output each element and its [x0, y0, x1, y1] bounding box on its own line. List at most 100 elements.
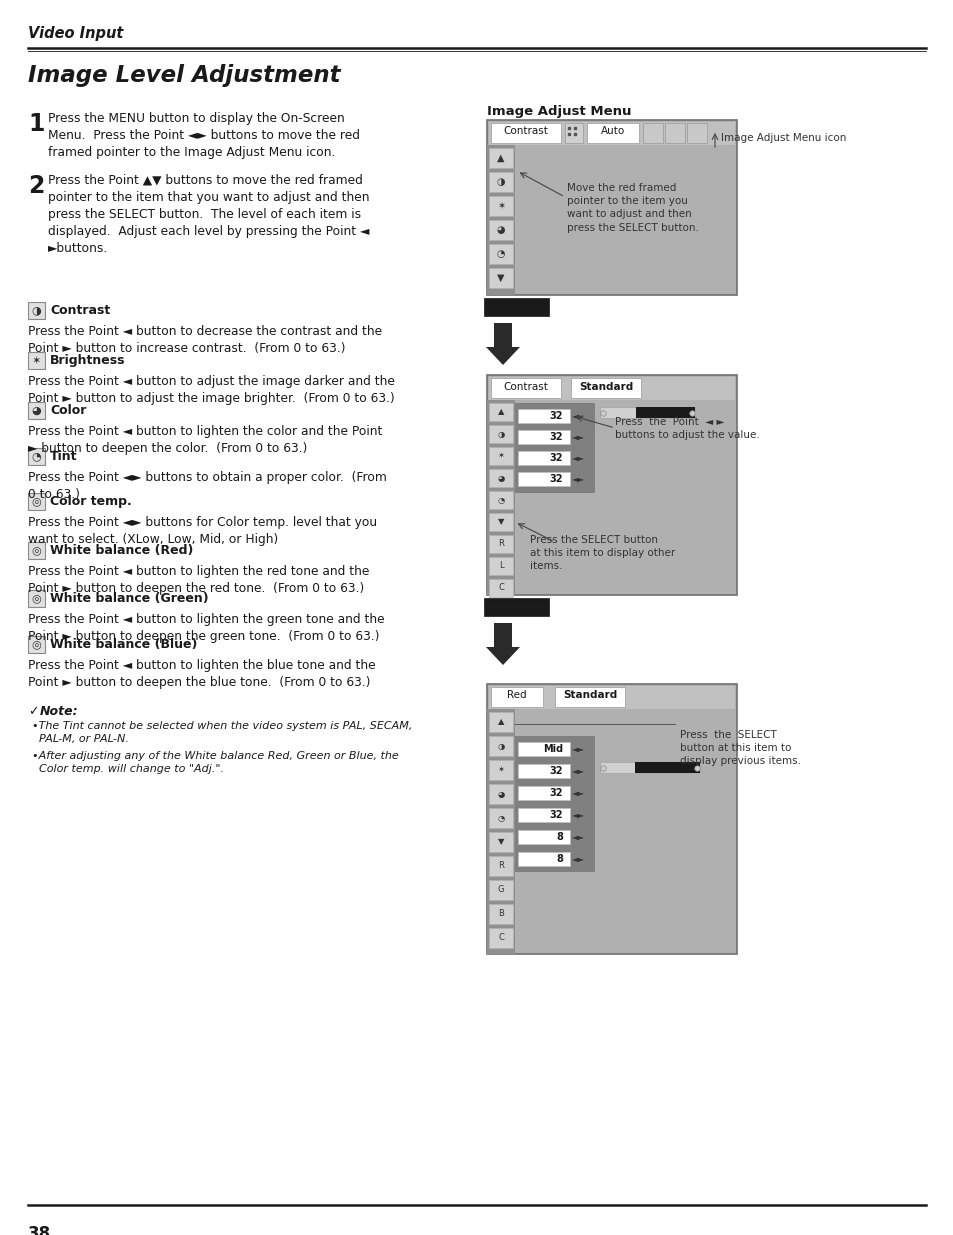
Bar	[599, 762, 700, 773]
Polygon shape	[485, 622, 519, 664]
Text: Red: Red	[507, 690, 526, 700]
Text: Mid: Mid	[542, 743, 562, 755]
Text: 32: 32	[549, 453, 562, 463]
Text: Image Adjust Menu: Image Adjust Menu	[486, 105, 631, 119]
Text: Press the Point ◄ button to lighten the color and the Point
► button to deepen t: Press the Point ◄ button to lighten the …	[28, 425, 382, 454]
Text: ▲: ▲	[497, 408, 504, 416]
Bar	[489, 579, 513, 597]
Text: ✶: ✶	[497, 201, 504, 211]
Text: 32: 32	[549, 432, 562, 442]
Bar	[491, 124, 560, 143]
Text: ◄►: ◄►	[572, 855, 584, 863]
Text: ◑: ◑	[31, 305, 41, 315]
Text: Video Input: Video Input	[28, 26, 123, 41]
Text: Note:: Note:	[40, 705, 78, 718]
Bar	[517, 852, 569, 866]
Polygon shape	[485, 324, 519, 366]
Text: ◑: ◑	[497, 177, 505, 186]
Text: ◎: ◎	[31, 496, 41, 506]
Bar	[517, 409, 569, 424]
Text: ◎: ◎	[31, 546, 41, 556]
Bar	[491, 687, 542, 706]
Text: Press the MENU button to display the On-Screen
Menu.  Press the Point ◄► buttons: Press the MENU button to display the On-…	[48, 112, 359, 159]
Text: Press the SELECT button
at this item to display other
items.: Press the SELECT button at this item to …	[530, 535, 675, 572]
Bar	[28, 636, 45, 653]
Bar	[486, 144, 515, 295]
Bar	[486, 375, 737, 595]
Text: ◑: ◑	[497, 430, 504, 438]
Bar	[489, 927, 513, 948]
Text: ◔: ◔	[497, 495, 504, 505]
Text: ◄►: ◄►	[572, 788, 584, 798]
Text: ◕: ◕	[497, 473, 504, 483]
Text: ◄►: ◄►	[572, 474, 584, 483]
Text: Color: Color	[50, 404, 87, 417]
Text: ✓: ✓	[28, 705, 38, 718]
Text: Contrast: Contrast	[503, 126, 548, 137]
Bar	[489, 535, 513, 553]
Bar	[564, 124, 582, 143]
Bar	[635, 762, 700, 773]
Text: ◔: ◔	[497, 249, 505, 259]
Text: ◕: ◕	[497, 789, 504, 799]
Text: R: R	[497, 540, 503, 548]
Bar	[28, 542, 45, 559]
Bar	[28, 590, 45, 606]
Bar	[486, 709, 515, 953]
Text: C: C	[497, 934, 503, 942]
Bar	[28, 303, 45, 319]
Bar	[517, 764, 569, 778]
Bar	[486, 684, 737, 953]
Bar	[489, 760, 513, 781]
Text: R: R	[497, 862, 503, 871]
Bar	[517, 430, 569, 445]
Bar	[555, 687, 624, 706]
Bar	[28, 493, 45, 510]
Bar	[489, 172, 513, 191]
Bar	[28, 352, 45, 369]
Text: Press the Point ◄► buttons to obtain a proper color.  (From
0 to 63.): Press the Point ◄► buttons to obtain a p…	[28, 471, 387, 501]
Text: Press  the  SELECT
button at this item to
display previous items.: Press the SELECT button at this item to …	[679, 730, 801, 767]
Bar	[489, 245, 513, 264]
Bar	[517, 472, 569, 487]
Bar	[515, 736, 595, 872]
Bar	[489, 377, 734, 400]
Text: Press the Point ◄ button to lighten the red tone and the
Point ► button to deepe: Press the Point ◄ button to lighten the …	[28, 564, 369, 595]
Bar	[28, 448, 45, 466]
Bar	[642, 124, 662, 143]
Text: C: C	[497, 583, 503, 593]
Text: ◕: ◕	[31, 405, 41, 415]
Bar	[489, 469, 513, 487]
Text: 8: 8	[556, 853, 562, 864]
Text: 32: 32	[549, 766, 562, 776]
Text: Image Adjust Menu icon: Image Adjust Menu icon	[720, 133, 845, 143]
Bar	[517, 451, 569, 466]
Text: 38: 38	[28, 1225, 51, 1235]
Bar	[489, 425, 513, 443]
Bar	[489, 832, 513, 852]
Text: Press the Point ◄► buttons for Color temp. level that you
want to select. (XLow,: Press the Point ◄► buttons for Color tem…	[28, 516, 376, 546]
Text: Standard: Standard	[562, 690, 617, 700]
Text: ◑: ◑	[497, 741, 504, 751]
Text: 32: 32	[549, 788, 562, 798]
Text: 32: 32	[549, 474, 562, 484]
Text: 2: 2	[28, 174, 45, 198]
Text: Press the Point ◄ button to decrease the contrast and the
Point ► button to incr: Press the Point ◄ button to decrease the…	[28, 325, 382, 354]
Bar	[489, 557, 513, 576]
Bar	[515, 403, 595, 493]
Bar	[489, 713, 513, 732]
Text: ▼: ▼	[497, 517, 504, 526]
Bar	[486, 400, 515, 595]
Bar	[489, 148, 513, 168]
Text: Press the Point ◄ button to lighten the blue tone and the
Point ► button to deep: Press the Point ◄ button to lighten the …	[28, 659, 375, 689]
Bar	[517, 808, 569, 823]
Bar	[489, 784, 513, 804]
Text: ◔: ◔	[497, 814, 504, 823]
Text: Brightness: Brightness	[50, 354, 126, 367]
Text: •The Tint cannot be selected when the video system is PAL, SECAM,
  PAL-M, or PA: •The Tint cannot be selected when the vi…	[32, 721, 412, 743]
Text: L: L	[498, 562, 503, 571]
Text: ◕: ◕	[497, 225, 505, 235]
Bar	[489, 513, 513, 531]
Bar	[586, 124, 639, 143]
Bar	[489, 736, 513, 756]
